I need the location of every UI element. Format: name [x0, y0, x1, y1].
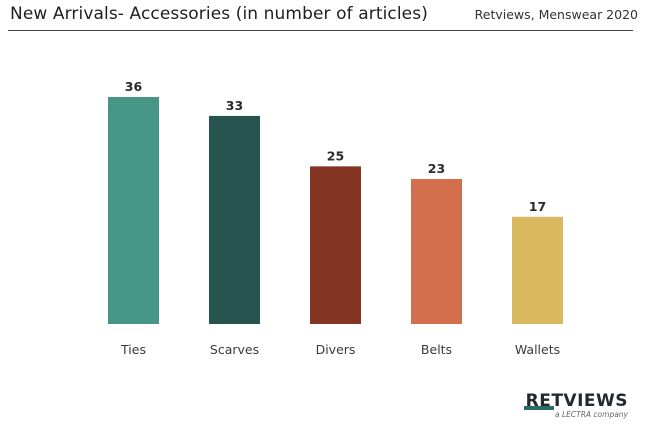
- bar-belts: [411, 178, 462, 324]
- logo-accent-bar: [523, 406, 554, 410]
- title-divider: [8, 30, 633, 31]
- bar-value-divers: 25: [327, 148, 344, 163]
- bar-value-belts: 23: [428, 161, 445, 176]
- category-label-wallets: Wallets: [515, 342, 560, 357]
- bar-ties: [108, 97, 159, 324]
- category-label-scarves: Scarves: [210, 342, 259, 357]
- bar-value-scarves: 33: [226, 98, 243, 113]
- category-label-belts: Belts: [421, 342, 452, 357]
- retviews-logo: RETVIEWS a LECTRA company: [523, 391, 628, 420]
- category-label-ties: Ties: [120, 342, 146, 357]
- bar-scarves: [209, 115, 260, 325]
- chart-title: New Arrivals- Accessories (in number of …: [10, 4, 428, 24]
- logo-wordmark: RETVIEWS: [525, 391, 628, 411]
- chart-source: Retviews, Menswear 2020: [474, 7, 638, 22]
- category-label-divers: Divers: [316, 342, 356, 357]
- logo-tagline: a LECTRA company: [554, 410, 628, 419]
- bar-value-wallets: 17: [529, 199, 546, 214]
- bar-value-ties: 36: [125, 79, 143, 94]
- bar-wallets: [512, 216, 563, 324]
- bar-divers: [310, 166, 361, 324]
